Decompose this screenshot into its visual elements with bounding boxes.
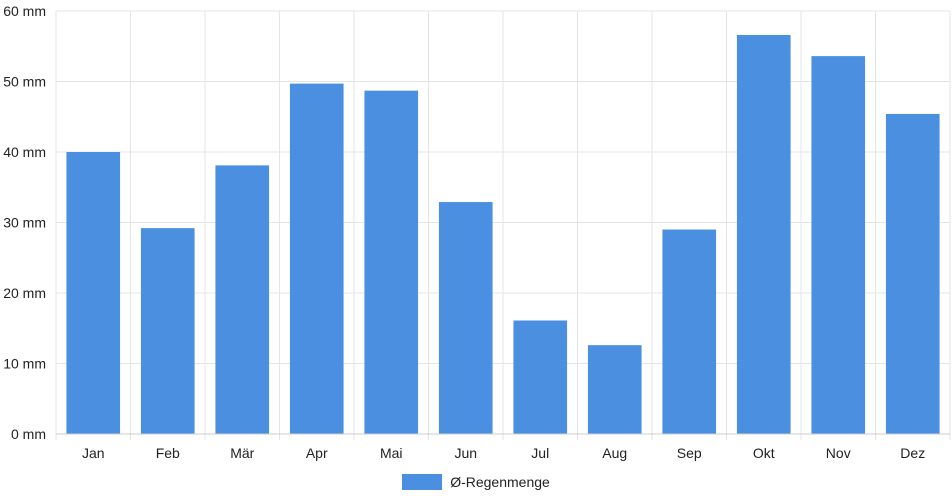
bar-Mai[interactable]: [364, 90, 419, 434]
x-tick-label: Dez: [900, 445, 925, 461]
x-tick-label: Feb: [156, 445, 180, 461]
bar-Dez[interactable]: [885, 113, 940, 435]
x-tick-label: Jan: [82, 445, 105, 461]
x-tick-label: Jun: [454, 445, 477, 461]
y-tick-label: 10 mm: [3, 356, 46, 372]
y-tick-label: 40 mm: [3, 144, 46, 160]
x-tick-label: Sep: [677, 445, 702, 461]
y-tick-label: 50 mm: [3, 74, 46, 90]
y-tick-label: 60 mm: [3, 3, 46, 19]
axes: [55, 11, 950, 435]
legend-swatch: [402, 474, 443, 490]
bars: [66, 34, 940, 435]
x-tick-label: Aug: [602, 445, 627, 461]
y-tick-labels: 0 mm 10 mm 20 mm 30 mm 40 mm 50 mm 60 mm: [3, 3, 46, 442]
bar-Jul[interactable]: [513, 320, 568, 434]
x-tick-label: Jul: [531, 445, 549, 461]
x-tick-label: Mai: [380, 445, 403, 461]
bar-Apr[interactable]: [289, 83, 344, 435]
x-tick-label: Mär: [230, 445, 254, 461]
legend[interactable]: Ø-Regenmenge: [0, 470, 952, 494]
x-tick-labels: Jan Feb Mär Apr Mai Jun Jul Aug Sep Okt Nov Dez: [82, 445, 925, 461]
bar-Nov[interactable]: [811, 56, 866, 435]
bar-Okt[interactable]: [736, 34, 791, 434]
grid-lines: [55, 10, 951, 440]
x-tick-label: Okt: [753, 445, 775, 461]
legend-label: Ø-Regenmenge: [450, 474, 550, 490]
x-tick-label: Apr: [306, 445, 328, 461]
bar-Jun[interactable]: [438, 202, 493, 434]
y-tick-label: 0 mm: [11, 426, 46, 442]
bar-Sep[interactable]: [662, 229, 717, 434]
y-tick-label: 20 mm: [3, 285, 46, 301]
bar-Mär[interactable]: [215, 165, 270, 434]
x-tick-label: Nov: [826, 445, 851, 461]
bar-Feb[interactable]: [140, 228, 195, 434]
bar-Jan[interactable]: [66, 152, 121, 434]
y-tick-label: 30 mm: [3, 215, 46, 231]
bar-Aug[interactable]: [587, 345, 642, 434]
